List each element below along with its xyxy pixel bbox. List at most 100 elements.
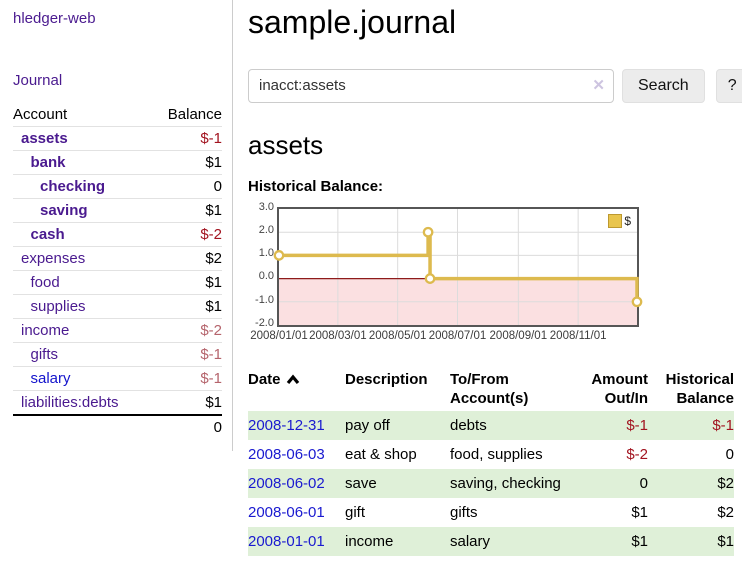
account-balance: $-2 — [151, 318, 222, 343]
x-clear-icon[interactable]: ✕ — [592, 76, 605, 94]
y-tick-label: 0.0 — [258, 270, 274, 283]
account-row: food $1 — [13, 270, 222, 295]
register-cell-date: 2008-12-31 — [248, 411, 345, 440]
app-brand-link[interactable]: hledger-web — [13, 10, 96, 27]
x-tick-label: 2008/07/01 — [428, 329, 487, 342]
account-link[interactable]: food — [30, 274, 60, 291]
account-balance: $-1 — [151, 126, 222, 151]
help-button[interactable]: ? — [715, 68, 742, 103]
y-tick-label: 2.0 — [258, 223, 274, 236]
chart-legend: $ — [606, 212, 633, 229]
account-link[interactable]: liabilities:debts — [21, 394, 119, 411]
register-cell-accounts: saving, checking — [450, 474, 561, 492]
register-header-row: Date Description To/From Account(s) Amou… — [248, 367, 734, 411]
account-link[interactable]: gifts — [30, 346, 59, 363]
register-row: 2008-06-02 save saving, checking 0 $2 — [248, 468, 734, 498]
y-tick-label: -2.0 — [255, 316, 274, 329]
account-row: expenses $2 — [13, 246, 222, 271]
account-row: checking 0 — [13, 174, 222, 199]
chart-y-axis-labels: 3.0 2.0 1.0 0.0 -1.0 -2.0 — [248, 201, 274, 329]
register-cell-amount: $-2 — [626, 445, 648, 463]
x-tick-label: 2008/11/01 — [549, 329, 607, 342]
account-row: saving $1 — [13, 198, 222, 223]
account-row: salary $-1 — [13, 366, 222, 391]
date-link[interactable]: 2008-06-03 — [248, 445, 325, 463]
account-row: gifts $-1 — [13, 342, 222, 367]
accounts-balance-table: Account Balance assets $-1 bank $1 checking 0… — [13, 103, 222, 439]
chevron-up-icon — [286, 371, 300, 390]
register-cell-amount: $1 — [631, 532, 648, 550]
sidebar: hledger-web Journal Account Balance asse… — [0, 0, 233, 451]
account-balance: $1 — [151, 150, 222, 175]
accounts-header-account: Account — [13, 103, 152, 127]
search-input[interactable] — [248, 68, 614, 103]
register-cell-balance: $2 — [717, 474, 734, 492]
register-cell-accounts: food, supplies — [450, 445, 543, 463]
chart-x-axis-labels: 2008/01/01 2008/03/01 2008/05/01 2008/07/01… — [250, 329, 637, 345]
y-tick-label: 1.0 — [258, 247, 274, 260]
register-cell-balance: $1 — [717, 532, 734, 550]
date-link[interactable]: 2008-01-01 — [248, 532, 325, 550]
date-link[interactable]: 2008-06-01 — [248, 503, 325, 521]
account-balance: $1 — [151, 294, 222, 319]
register-cell-description: eat & shop — [345, 445, 417, 463]
register-cell-balance: 0 — [725, 445, 734, 463]
register-row: 2008-06-01 gift gifts $1 $2 — [248, 498, 734, 527]
x-tick-label: 2008/01/01 — [250, 329, 308, 342]
register-cell-date: 2008-01-01 — [248, 527, 345, 556]
date-link[interactable]: 2008-12-31 — [248, 416, 325, 434]
page-title: sample.journal — [248, 4, 457, 40]
x-tick-label: 2008/03/01 — [309, 329, 367, 342]
register-cell-balance: $-1 — [712, 416, 734, 434]
chart-title: Historical Balance: — [248, 177, 384, 195]
accounts-total-value: 0 — [151, 414, 222, 439]
register-table: Date Description To/From Account(s) Amou… — [248, 367, 734, 556]
account-row: cash $-2 — [13, 222, 222, 247]
main-content: sample.journal ✕ Search ? assets Histori… — [233, 0, 742, 582]
register-cell-description: gift — [345, 503, 366, 521]
accounts-total-row: 0 — [13, 414, 222, 439]
register-header-date[interactable]: Date — [248, 367, 345, 411]
account-balance: $-1 — [151, 342, 222, 367]
account-link[interactable]: checking — [40, 178, 106, 195]
historical-balance-chart: 3.0 2.0 1.0 0.0 -1.0 -2.0 $ 2008/01/01 2008/03… — [248, 201, 742, 347]
register-cell-description: save — [345, 474, 377, 492]
x-tick-label: 2008/09/01 — [489, 329, 548, 342]
search-button[interactable]: Search — [622, 68, 705, 103]
y-tick-label: -1.0 — [255, 293, 274, 306]
accounts-header-balance: Balance — [151, 103, 222, 127]
account-balance: 0 — [151, 174, 222, 199]
register-cell-date: 2008-06-01 — [248, 498, 345, 527]
account-balance: $2 — [151, 246, 222, 271]
register-cell-amount: 0 — [639, 474, 648, 492]
register-header-description: Description — [345, 370, 428, 388]
date-link[interactable]: 2008-06-02 — [248, 474, 325, 492]
register-cell-accounts: salary — [450, 532, 491, 550]
account-link[interactable]: supplies — [30, 298, 86, 315]
register-cell-date: 2008-06-02 — [248, 469, 345, 498]
account-row: bank $1 — [13, 150, 222, 175]
account-row: income $-2 — [13, 318, 222, 343]
account-link[interactable]: saving — [40, 202, 88, 219]
account-link[interactable]: assets — [21, 130, 68, 147]
account-balance: $-1 — [151, 366, 222, 391]
account-link[interactable]: salary — [30, 370, 71, 387]
register-cell-description: income — [345, 532, 394, 550]
account-balance: $1 — [205, 394, 222, 411]
register-cell-accounts: debts — [450, 416, 487, 434]
account-balance: $1 — [151, 270, 222, 295]
register-header-amount: Amount Out/In — [591, 370, 648, 407]
x-tick-label: 2008/05/01 — [368, 329, 427, 342]
search-form: ✕ Search ? — [248, 68, 742, 103]
register-row: 2008-12-31 pay off debts $-1 $-1 — [248, 410, 734, 440]
account-row: assets $-1 — [13, 126, 222, 151]
chart-plot-area: $ — [273, 206, 643, 327]
account-link[interactable]: cash — [30, 226, 65, 243]
sidebar-item-journal[interactable]: Journal — [13, 72, 63, 89]
account-balance: $1 — [151, 198, 222, 223]
legend-swatch-icon — [608, 213, 623, 228]
account-row: liabilities:debts $1 — [13, 391, 222, 416]
account-link[interactable]: bank — [30, 154, 66, 171]
account-link[interactable]: income — [21, 322, 70, 339]
account-link[interactable]: expenses — [21, 250, 86, 267]
